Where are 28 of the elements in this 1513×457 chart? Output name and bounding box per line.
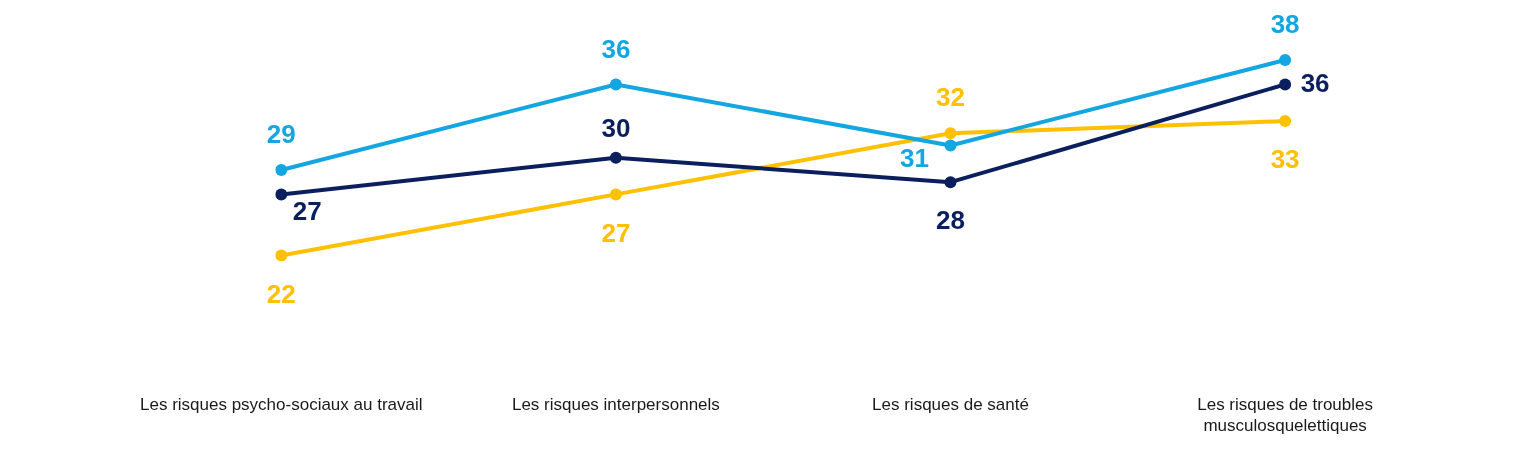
x-tick-label: Les risques de santé	[872, 395, 1029, 415]
data-label: 22	[266, 278, 296, 309]
data-label: 36	[1300, 67, 1330, 98]
data-label: 32	[936, 82, 965, 113]
point	[275, 249, 288, 262]
x-tick-label: Les risques psycho-sociaux au travail	[140, 395, 423, 415]
data-label: 28	[936, 205, 965, 236]
point	[609, 78, 622, 91]
point	[944, 127, 957, 140]
point	[944, 139, 957, 152]
data-label: 38	[1270, 9, 1300, 40]
x-tick-label: Les risques interpersonnels	[511, 395, 720, 415]
point	[275, 163, 288, 176]
point	[1279, 54, 1292, 66]
x-tick-label: Les risques de troubles musculosquelettiques	[1197, 395, 1374, 435]
point	[609, 188, 622, 201]
point	[275, 188, 288, 201]
data-label: 27	[601, 217, 631, 248]
point	[944, 176, 957, 189]
point	[609, 151, 622, 164]
data-label: 27	[292, 195, 322, 226]
data-label: 36	[601, 33, 631, 64]
data-label: 30	[601, 112, 631, 143]
point	[1279, 115, 1292, 128]
data-label: 33	[1270, 144, 1300, 175]
data-label: 29	[266, 119, 296, 150]
data-label: 31	[900, 142, 929, 173]
point	[1279, 78, 1292, 91]
